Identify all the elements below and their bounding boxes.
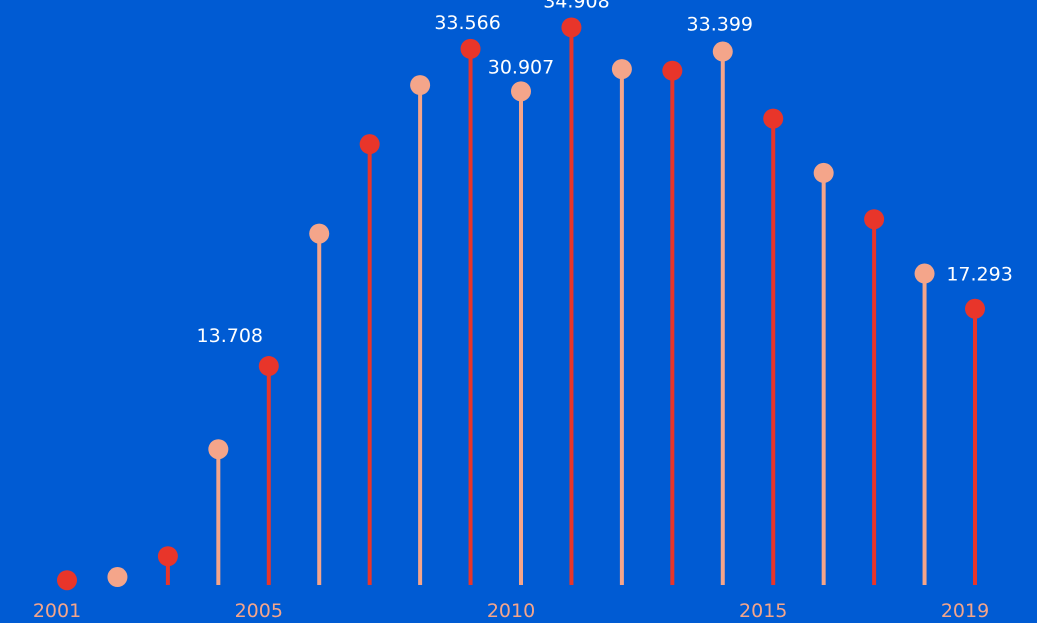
point-2009 bbox=[460, 38, 481, 59]
x-tick-2019: 2019 bbox=[941, 600, 989, 622]
data-label-2011: 34.908 bbox=[543, 0, 609, 12]
point-2003 bbox=[157, 546, 178, 567]
x-tick-2015: 2015 bbox=[739, 600, 787, 622]
point-2001 bbox=[57, 570, 77, 591]
point-2017 bbox=[864, 209, 885, 230]
point-2010 bbox=[511, 81, 531, 102]
data-label-2018: 17.293 bbox=[946, 264, 1012, 286]
x-tick-2005: 2005 bbox=[235, 600, 283, 622]
stems-group bbox=[65, 27, 977, 585]
point-2007 bbox=[359, 134, 380, 155]
point-2012 bbox=[611, 59, 632, 80]
point-2018 bbox=[914, 263, 935, 284]
data-label-2010: 30.907 bbox=[488, 56, 554, 78]
point-2005 bbox=[258, 356, 279, 377]
point-2008 bbox=[410, 75, 431, 96]
data-label-2009: 33.566 bbox=[434, 12, 500, 34]
point-2002 bbox=[107, 567, 128, 588]
point-2006 bbox=[309, 223, 330, 244]
point-2004 bbox=[208, 439, 229, 460]
x-tick-2001: 2001 bbox=[33, 600, 81, 622]
point-2014 bbox=[712, 41, 733, 62]
point-2016 bbox=[813, 162, 834, 183]
point-2013 bbox=[662, 60, 683, 81]
point-2011 bbox=[561, 17, 582, 38]
point-2015 bbox=[763, 108, 784, 129]
data-label-2014: 33.399 bbox=[687, 14, 753, 36]
x-axis-ticks: 2001 2005 2010 2015 2019 bbox=[33, 600, 989, 622]
data-label-2005: 13.708 bbox=[197, 325, 263, 347]
dots-group bbox=[57, 17, 985, 591]
data-labels-group: 13.708 33.566 30.907 34.908 33.399 17.293 bbox=[197, 0, 1013, 347]
point-2019 bbox=[965, 298, 985, 319]
x-tick-2010: 2010 bbox=[487, 600, 535, 622]
